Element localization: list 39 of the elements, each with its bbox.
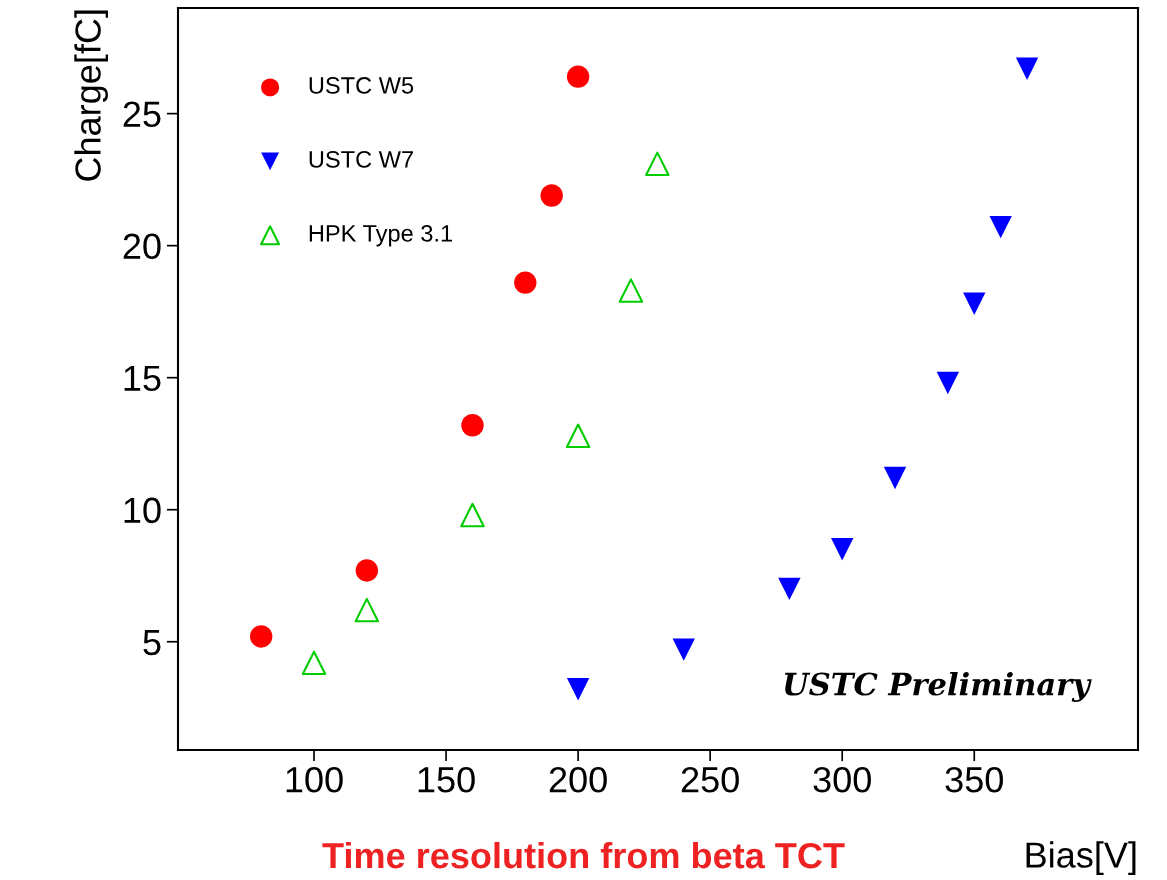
point [778,577,801,601]
point [618,278,644,303]
y-tick-label: 20 [123,233,161,260]
point [514,271,537,294]
point [936,371,960,395]
point [883,466,907,490]
x-tick-label: 150 [418,766,475,793]
point [354,597,380,623]
legend-label: USTC W5 [309,77,414,94]
point [566,65,590,88]
x-tick-label: 350 [945,766,1003,793]
point [565,423,591,449]
y-tick-label: 25 [123,101,161,128]
y-tick-label: 15 [124,365,161,392]
y-tick-label: 10 [124,497,161,524]
point [831,538,854,561]
y-axis-title: Charge[fC] [74,10,108,181]
point [645,151,670,177]
point [566,678,590,701]
point [963,292,986,315]
x-tick-label: 200 [549,766,607,793]
legend-label: HPK Type 3.1 [309,225,452,247]
text: Time resolution from beta TCT [322,841,845,869]
point [301,650,327,676]
x-axis-title: Bias[V] [1026,841,1136,875]
point [672,638,695,661]
point [355,559,379,582]
point [461,414,484,437]
legend-label: USTC W7 [309,151,413,168]
x-tick-label: 100 [286,766,343,793]
point [1015,57,1039,80]
point [989,215,1012,239]
point [540,184,563,207]
x-tick-label: 300 [813,766,871,793]
y-tick-label: 5 [143,629,161,656]
annotation: USTC Preliminary [784,671,1092,702]
point [460,502,485,528]
point [249,625,273,648]
x-tick-label: 250 [681,766,739,793]
